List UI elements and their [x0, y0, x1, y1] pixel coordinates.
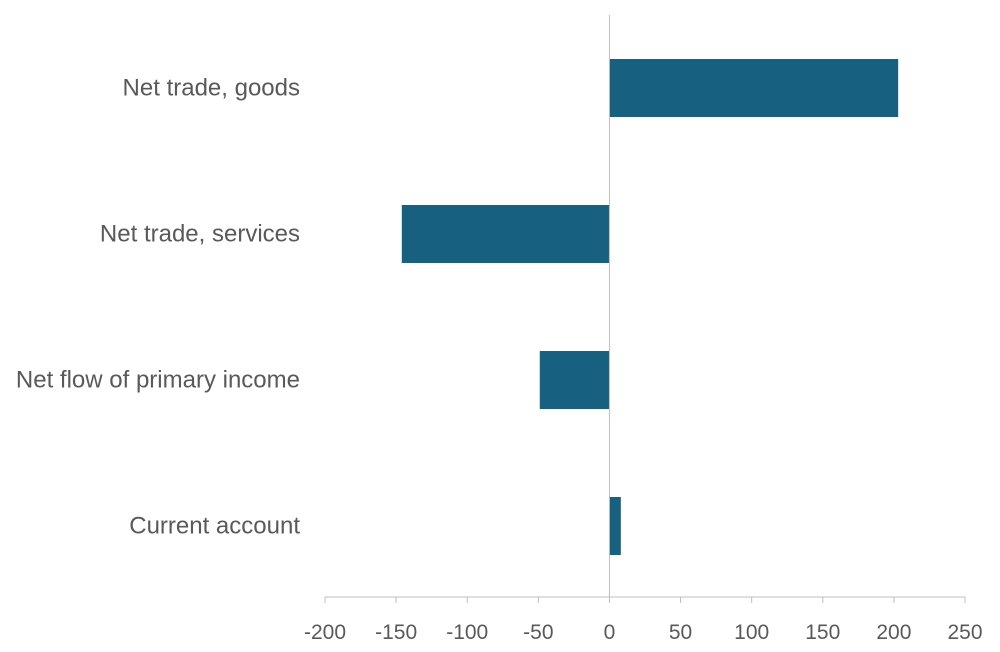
x-tick-label: 150 — [805, 621, 840, 644]
bar-net-trade-goods — [609, 59, 899, 117]
bar-net-flow-of-primary-income — [539, 351, 610, 409]
x-axis-ticks: -200 -150 -100 -50 0 50 100 150 200 250 — [304, 597, 983, 644]
bars — [401, 59, 899, 555]
x-tick-label: -100 — [446, 621, 488, 644]
x-tick-label: 200 — [876, 621, 911, 644]
x-tick-label: -150 — [375, 621, 417, 644]
x-tick-label: 250 — [947, 621, 982, 644]
category-label-net-flow-of-primary-income: Net flow of primary income — [16, 367, 300, 394]
x-tick-label: 50 — [669, 621, 692, 644]
bar-current-account — [609, 497, 621, 555]
bar-net-trade-services — [401, 205, 610, 263]
category-label-net-trade-services: Net trade, services — [100, 221, 300, 248]
x-tick-label: -50 — [523, 621, 553, 644]
category-label-current-account: Current account — [129, 513, 300, 540]
x-tick-label: -200 — [304, 621, 346, 644]
category-label-net-trade-goods: Net trade, goods — [123, 75, 300, 102]
x-tick-label: 100 — [734, 621, 769, 644]
x-tick-label: 0 — [604, 621, 616, 644]
category-labels: Net trade, goods Net trade, services Net f… — [16, 75, 300, 540]
